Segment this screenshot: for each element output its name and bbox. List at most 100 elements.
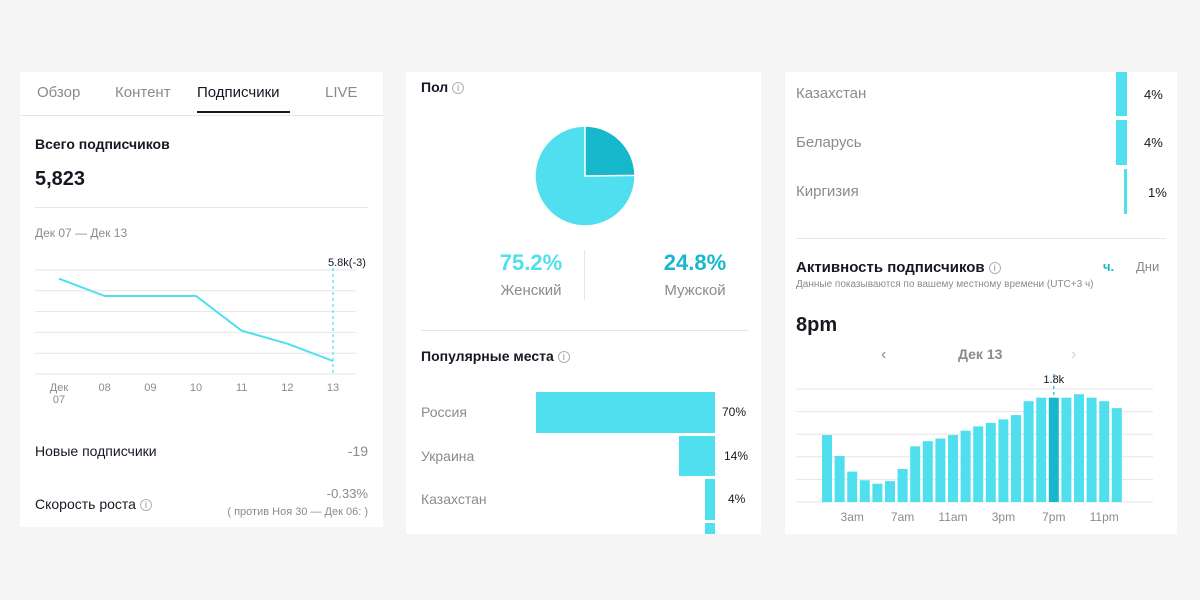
activity-bar[interactable]: [1023, 401, 1034, 502]
gender-places-panel: Пол i 75.2% Женский 24.8% Мужской Популяр…: [406, 72, 761, 534]
activity-date: Дек 13: [958, 346, 1003, 362]
activity-bar[interactable]: [859, 480, 870, 502]
tab-live[interactable]: LIVE: [325, 84, 358, 101]
new-followers-value: -19: [347, 443, 368, 459]
place-name-kazakhstan: Казахстан: [421, 491, 487, 507]
x-tick-label: 3pm: [992, 510, 1015, 524]
activity-bar[interactable]: [948, 435, 958, 502]
toggle-hours[interactable]: ч.: [1103, 259, 1115, 274]
activity-bar[interactable]: [985, 422, 996, 502]
activity-bar[interactable]: [834, 455, 845, 502]
x-tick-label: 11: [236, 382, 247, 394]
info-icon[interactable]: i: [988, 262, 1001, 275]
gender-title-text: Пол: [421, 79, 449, 95]
gender-divider: [584, 250, 585, 300]
divider: [796, 238, 1166, 239]
x-tick-label: 11pm: [1090, 510, 1119, 524]
place-value-kyrgyzstan: 1%: [1148, 185, 1167, 200]
info-icon[interactable]: i: [139, 499, 152, 512]
gender-title: Пол i: [421, 79, 465, 95]
place-name-belarus: Беларусь: [796, 134, 862, 151]
new-followers-label: Новые подписчики: [35, 443, 157, 459]
places-title: Популярные места i: [421, 348, 570, 364]
total-followers-value: 5,823: [35, 168, 86, 190]
female-percent: 75.2%: [499, 250, 563, 275]
male-percent: 24.8%: [663, 250, 727, 275]
places-title-text: Популярные места: [421, 348, 554, 364]
activity-bar[interactable]: [1086, 397, 1097, 502]
gender-pie-chart: [534, 125, 636, 227]
timezone-hint: Данные показываются по вашему местному в…: [796, 279, 1094, 290]
growth-rate-compare: ( против Ноя 30 — Дек 06: ): [227, 506, 368, 518]
activity-bar[interactable]: [822, 435, 832, 502]
activity-bar[interactable]: [1061, 397, 1072, 502]
place-name-kyrgyzstan: Киргизия: [796, 183, 859, 200]
activity-bar-chart: 1.8k 3am 7am 11am 3pm 7pm 11pm: [796, 374, 1153, 524]
place-value-ukraine: 14%: [724, 449, 749, 463]
date-range: Дек 07 — Дек 13: [35, 226, 128, 240]
place-value-russia: 70%: [722, 405, 747, 419]
prev-day-button[interactable]: ‹: [881, 346, 887, 363]
pie-slice-male: [584, 125, 636, 177]
growth-rate-text: Скорость роста: [35, 496, 136, 512]
growth-rate-value: -0.33%: [326, 486, 368, 501]
active-tab-indicator: [197, 111, 290, 113]
activity-bar[interactable]: [910, 446, 921, 502]
activity-bar[interactable]: [872, 483, 883, 502]
selected-time: 8pm: [796, 314, 838, 336]
place-name-ukraine: Украина: [421, 448, 475, 464]
x-tick-label: 12: [281, 382, 293, 394]
followers-overview-panel: Обзор Контент Подписчики LIVE Всего подп…: [20, 72, 383, 527]
tab-followers[interactable]: Подписчики: [197, 84, 280, 101]
activity-bar[interactable]: [885, 481, 895, 502]
activity-bar[interactable]: [973, 426, 984, 502]
place-bar-kazakhstan-2: [1116, 72, 1127, 116]
activity-bar[interactable]: [1048, 397, 1059, 502]
activity-title-text: Активность подписчиков: [796, 259, 985, 276]
activity-bar[interactable]: [1099, 401, 1110, 502]
x-tick-label: 09: [144, 382, 156, 394]
place-bar-kyrgyzstan: [1124, 169, 1127, 214]
activity-bar[interactable]: [847, 471, 858, 502]
x-tick-label: 08: [99, 382, 111, 394]
place-name-kazakhstan-2: Казахстан: [796, 85, 867, 102]
x-tick-label: 07: [53, 394, 65, 406]
place-bar-kazakhstan: [705, 479, 715, 520]
x-tick-label: Дек: [50, 382, 69, 394]
place-bar-belarus: [1116, 120, 1127, 165]
activity-bar[interactable]: [998, 419, 1009, 502]
toggle-days[interactable]: Дни: [1136, 259, 1160, 274]
place-value-belarus: 4%: [1144, 135, 1163, 150]
activity-bar[interactable]: [1011, 415, 1021, 502]
activity-bar[interactable]: [960, 430, 971, 502]
place-bar-ukraine: [679, 436, 715, 476]
activity-bar[interactable]: [1111, 408, 1122, 502]
next-day-button[interactable]: ›: [1071, 346, 1077, 363]
tab-overview[interactable]: Обзор: [37, 84, 81, 101]
growth-rate-label: Скорость роста i: [35, 496, 152, 512]
activity-bar[interactable]: [1036, 397, 1047, 502]
divider: [421, 330, 748, 331]
place-name-russia: Россия: [421, 404, 467, 420]
place-value-kazakhstan-2: 4%: [1144, 87, 1163, 102]
tab-content[interactable]: Контент: [115, 84, 171, 101]
x-tick-label: 11am: [938, 510, 967, 524]
activity-bar[interactable]: [922, 441, 933, 502]
male-label: Мужской: [664, 282, 726, 299]
x-tick-label: 7pm: [1042, 510, 1065, 524]
bar-annotation: 1.8k: [1043, 374, 1064, 386]
place-value-kazakhstan: 4%: [728, 492, 746, 506]
activity-bar[interactable]: [897, 468, 908, 502]
activity-bar[interactable]: [1074, 394, 1084, 502]
total-followers-label: Всего подписчиков: [35, 136, 170, 152]
female-label: Женский: [500, 282, 562, 299]
activity-bar[interactable]: [935, 438, 946, 502]
x-tick-label: 3am: [841, 510, 864, 524]
divider: [35, 207, 368, 208]
x-tick-label: 13: [327, 382, 339, 394]
info-icon[interactable]: i: [557, 351, 570, 364]
place-bar-next: [705, 523, 715, 534]
place-bar-russia: [536, 392, 715, 433]
info-icon[interactable]: i: [452, 82, 465, 95]
